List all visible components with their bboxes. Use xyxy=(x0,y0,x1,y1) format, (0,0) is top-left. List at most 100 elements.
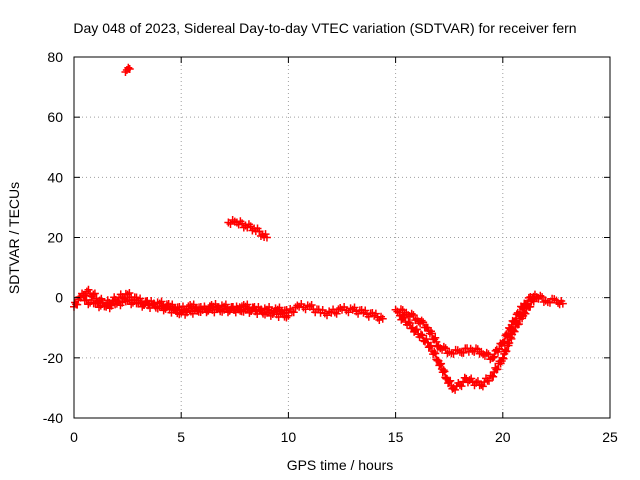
data-point-fill xyxy=(149,299,158,308)
data-point-fill xyxy=(441,373,450,382)
data-point-fill xyxy=(361,306,370,315)
data-point-fill xyxy=(168,300,177,309)
data-point xyxy=(125,65,134,74)
x-tick-label-25: 25 xyxy=(602,429,618,445)
y-tick-label-0: 0 xyxy=(55,290,63,306)
data-point-fill xyxy=(95,303,104,312)
y-tick-label-80: 80 xyxy=(47,49,63,65)
data-point-fill xyxy=(307,301,316,310)
data-point-fill xyxy=(417,316,426,325)
data-point-fill xyxy=(97,294,106,303)
data-point xyxy=(378,314,387,323)
y-tick-label-20: 20 xyxy=(47,230,63,246)
data-point xyxy=(112,299,121,308)
data-point-fill xyxy=(350,303,359,312)
data-point-fill xyxy=(449,349,458,358)
data-point-fill xyxy=(441,344,450,353)
y-axis-label: SDTVAR / TECUs xyxy=(6,182,22,294)
data-point-fill xyxy=(529,297,538,306)
data-point xyxy=(530,293,539,302)
data-point-fill xyxy=(287,307,296,316)
x-tick-label-5: 5 xyxy=(177,429,185,445)
tick-layer: 0 5 10 15 20 25 -40 -20 0 20 40 60 80 xyxy=(43,49,618,445)
y-tick-label-40: 40 xyxy=(47,169,63,185)
data-point-fill xyxy=(293,301,302,310)
data-point-fill xyxy=(472,344,480,353)
data-point-fill xyxy=(482,348,491,357)
data-point-fill xyxy=(411,326,420,335)
data-point-fill xyxy=(107,301,116,310)
data-point-fill xyxy=(459,348,468,357)
data-point-fill xyxy=(490,352,499,361)
grid-layer xyxy=(74,57,610,418)
data-point-fill xyxy=(430,348,439,357)
data-point-fill xyxy=(439,366,448,375)
data-point-fill xyxy=(404,318,413,327)
series-dip-upper xyxy=(391,290,567,364)
data-point-fill xyxy=(473,377,482,386)
data-point-fill xyxy=(84,285,93,294)
data-point-fill xyxy=(521,309,530,318)
data-point-fill xyxy=(396,305,405,314)
data-point xyxy=(262,233,271,242)
series-isolated-segment-A xyxy=(224,216,271,242)
data-point-fill xyxy=(538,293,547,302)
data-point-fill xyxy=(418,331,427,340)
data-point-fill xyxy=(495,344,504,353)
data-point-fill xyxy=(510,327,519,336)
data-layer xyxy=(70,63,567,394)
series-isolated-segment-B xyxy=(121,63,134,77)
data-point-fill xyxy=(419,318,428,327)
data-point-fill xyxy=(489,353,498,362)
data-point-fill xyxy=(118,298,127,307)
data-point xyxy=(558,299,567,308)
data-point xyxy=(455,347,464,356)
data-point-fill xyxy=(336,304,345,313)
data-point-fill xyxy=(73,300,82,309)
data-point-fill xyxy=(519,304,528,313)
data-point-fill xyxy=(493,365,502,374)
chart-title: Day 048 of 2023, Sidereal Day-to-day VTE… xyxy=(73,20,576,36)
data-point-fill xyxy=(484,350,493,359)
x-axis-label: GPS time / hours xyxy=(287,457,394,473)
data-point-fill xyxy=(457,382,466,391)
data-point-fill xyxy=(409,311,418,320)
data-point-fill xyxy=(428,329,437,338)
data-point-fill xyxy=(289,308,298,317)
x-tick-label-10: 10 xyxy=(281,429,297,445)
data-point-fill xyxy=(437,359,446,368)
data-point-fill xyxy=(332,309,341,318)
data-point-fill xyxy=(536,291,545,300)
data-point-fill xyxy=(405,319,414,328)
data-point-fill xyxy=(407,309,416,318)
data-point-fill xyxy=(445,377,454,386)
data-point-fill xyxy=(171,304,180,313)
data-point xyxy=(102,302,111,311)
data-point-fill xyxy=(446,376,455,385)
data-point-fill xyxy=(127,300,136,309)
data-point-fill xyxy=(412,325,421,334)
y-tick-label--20: -20 xyxy=(43,350,63,366)
data-point-fill xyxy=(431,333,440,342)
data-point-fill xyxy=(439,342,448,351)
data-point-fill xyxy=(275,303,284,312)
x-tick-label-0: 0 xyxy=(70,429,78,445)
data-point-fill xyxy=(124,63,133,72)
data-point-fill xyxy=(451,385,460,394)
data-point-fill xyxy=(431,349,440,358)
data-point-fill xyxy=(416,330,425,339)
data-point-fill xyxy=(485,376,494,385)
data-point-fill xyxy=(460,373,469,382)
data-point-fill xyxy=(84,300,93,309)
data-point-fill xyxy=(422,334,431,343)
data-point-fill xyxy=(440,367,449,376)
data-point-fill xyxy=(526,302,535,311)
data-point-fill xyxy=(90,289,99,298)
x-tick-label-15: 15 xyxy=(388,429,404,445)
series-lower-band xyxy=(80,294,293,322)
data-point-fill xyxy=(545,298,554,307)
data-point-fill xyxy=(261,230,270,239)
data-point-fill xyxy=(278,308,287,317)
